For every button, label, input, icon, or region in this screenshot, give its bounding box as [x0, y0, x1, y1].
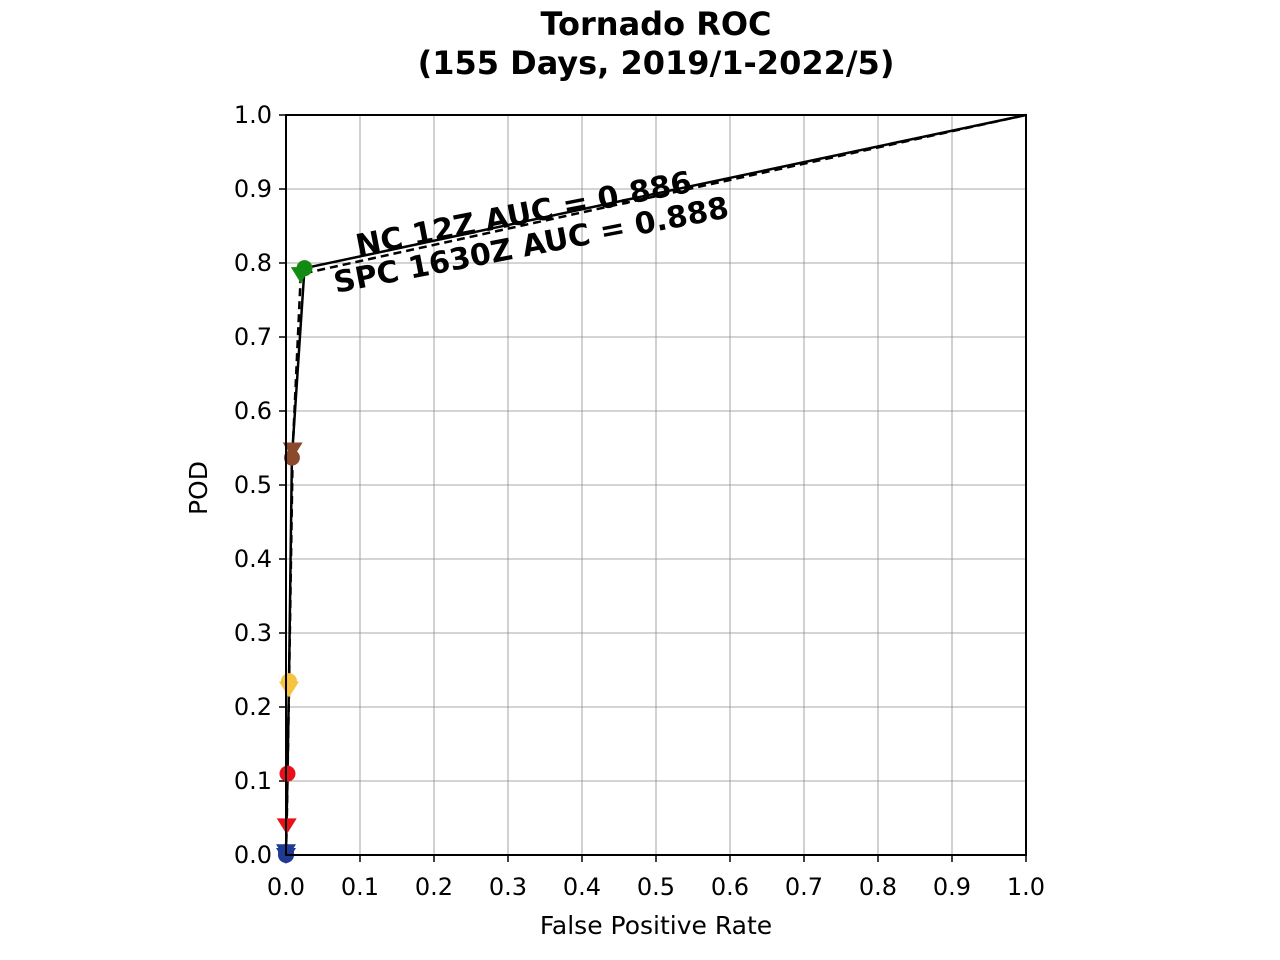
nc-point	[279, 765, 296, 782]
spc-point	[290, 267, 311, 284]
y-tick-label: 1.0	[234, 101, 272, 129]
y-tick-label: 0.6	[234, 397, 272, 425]
x-tick-label: 0.0	[267, 873, 305, 901]
y-tick-label: 0.4	[234, 545, 272, 573]
x-tick-label: 0.9	[933, 873, 971, 901]
x-tick-label: 0.2	[415, 873, 453, 901]
x-tick-label: 0.6	[711, 873, 749, 901]
x-tick-label: 0.8	[859, 873, 897, 901]
x-tick-label: 0.3	[489, 873, 527, 901]
x-axis-ticks: 0.0 0.1 0.2 0.3 0.4 0.5 0.6 0.7 0.8 0.9 1.0	[267, 855, 1045, 901]
chart-subtitle: (155 Days, 2019/1-2022/5)	[418, 44, 895, 82]
x-tick-label: 1.0	[1007, 873, 1045, 901]
nc-point	[283, 449, 300, 466]
y-tick-label: 0.1	[234, 767, 272, 795]
spc-point	[282, 442, 303, 459]
chart-title: Tornado ROC	[540, 5, 771, 43]
spc-point	[278, 681, 299, 698]
y-tick-label: 0.2	[234, 693, 272, 721]
y-tick-label: 0.8	[234, 249, 272, 277]
y-tick-label: 0.7	[234, 323, 272, 351]
y-tick-label: 0.9	[234, 175, 272, 203]
y-tick-label: 0.5	[234, 471, 272, 499]
y-tick-label: 0.3	[234, 619, 272, 647]
y-tick-label: 0.0	[234, 841, 272, 869]
x-tick-label: 0.4	[563, 873, 601, 901]
plot-frame	[285, 114, 1027, 856]
x-tick-label: 0.5	[637, 873, 675, 901]
y-axis-ticks: 0.0 0.1 0.2 0.3 0.4 0.5 0.6 0.7 0.8 0.9 1.0	[234, 101, 286, 869]
x-tick-label: 0.7	[785, 873, 823, 901]
x-tick-label: 0.1	[341, 873, 379, 901]
x-axis-label: False Positive Rate	[540, 911, 772, 940]
grid	[286, 115, 1026, 855]
y-axis-label: POD	[184, 461, 213, 515]
